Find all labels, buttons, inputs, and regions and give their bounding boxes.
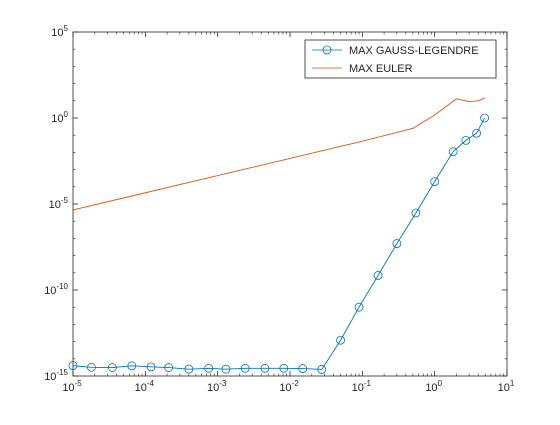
series-point-max-gauss-legendre bbox=[204, 363, 214, 373]
series-point-max-gauss-legendre bbox=[392, 239, 402, 248]
series-point-max-gauss-legendre bbox=[411, 208, 421, 218]
series-point-max-gauss-legendre bbox=[298, 364, 308, 373]
y-tick-label-exponent: -5 bbox=[61, 196, 69, 205]
series-point-max-gauss-legendre bbox=[354, 302, 364, 312]
y-tick-label: 10-5 bbox=[49, 196, 69, 211]
x-tick-label-base: 10 bbox=[425, 382, 437, 394]
series-lines bbox=[72, 97, 486, 370]
series-point-max-gauss-legendre bbox=[336, 335, 345, 345]
x-tick-label: 10-3 bbox=[207, 379, 227, 394]
plot-area bbox=[73, 32, 507, 376]
y-tick-label: 105 bbox=[51, 24, 68, 39]
series-point-max-gauss-legendre bbox=[373, 271, 383, 280]
y-tick-label-base: 10 bbox=[44, 371, 56, 383]
x-tick-label: 10-2 bbox=[279, 379, 299, 394]
x-tick-label-exponent: -2 bbox=[292, 379, 300, 388]
legend-box bbox=[304, 39, 497, 79]
x-tick-label: 101 bbox=[498, 379, 515, 394]
y-tick-label-base: 10 bbox=[49, 199, 61, 211]
series-point-max-gauss-legendre bbox=[448, 147, 458, 157]
x-tick-label-exponent: -3 bbox=[219, 379, 227, 388]
series-point-max-gauss-legendre bbox=[184, 364, 194, 374]
series-line-max-gauss-legendre bbox=[72, 117, 485, 370]
y-tick-label: 10-10 bbox=[44, 282, 68, 297]
y-tick-label-base: 10 bbox=[44, 285, 56, 297]
x-tick-label-base: 10 bbox=[62, 382, 74, 394]
series-point-max-gauss-legendre bbox=[240, 363, 250, 373]
x-tick-label-base: 10 bbox=[352, 382, 364, 394]
x-tick-label: 10-1 bbox=[352, 379, 372, 394]
x-tick-label-base: 10 bbox=[207, 382, 219, 394]
x-tick-label: 100 bbox=[425, 379, 442, 394]
y-tick-label: 10-15 bbox=[44, 368, 68, 383]
y-tick-label-exponent: -15 bbox=[56, 368, 68, 377]
y-tick-label-exponent: 5 bbox=[64, 24, 69, 33]
x-tick-labels: 10-5 10-4 10-3 10-2 10-1 100 101 bbox=[62, 379, 515, 394]
series-line-max-euler bbox=[72, 97, 486, 211]
x-tick-label: 10-4 bbox=[135, 379, 155, 394]
y-tick-label-base: 10 bbox=[51, 27, 63, 39]
minor-ticks bbox=[73, 32, 507, 376]
legend: MAX GAUSS-LEGENDRE MAX EULER bbox=[304, 39, 497, 79]
y-tick-label-exponent: 0 bbox=[64, 110, 69, 119]
x-tick-label-exponent: -1 bbox=[364, 379, 372, 388]
series-point-max-gauss-legendre bbox=[279, 363, 289, 373]
x-tick-label-exponent: 0 bbox=[438, 379, 443, 388]
series-point-max-gauss-legendre bbox=[480, 113, 489, 123]
x-tick-label-exponent: -4 bbox=[147, 379, 155, 388]
y-tick-label-exponent: -10 bbox=[56, 282, 68, 291]
series-point-max-gauss-legendre bbox=[430, 177, 440, 187]
axes-box bbox=[72, 31, 508, 377]
x-tick-label-base: 10 bbox=[135, 382, 147, 394]
y-tick-label: 100 bbox=[51, 110, 68, 125]
x-tick-label-exponent: 1 bbox=[510, 379, 515, 388]
x-tick-label-base: 10 bbox=[279, 382, 291, 394]
x-tick-label-base: 10 bbox=[498, 382, 510, 394]
series-point-max-gauss-legendre bbox=[260, 363, 270, 373]
series-point-max-gauss-legendre bbox=[472, 128, 482, 138]
series-point-max-gauss-legendre bbox=[164, 363, 174, 372]
x-tick-label-exponent: -5 bbox=[75, 379, 83, 388]
legend-marker-gauss-legendre bbox=[322, 45, 332, 55]
series-point-max-gauss-legendre bbox=[317, 365, 327, 374]
y-tick-label-base: 10 bbox=[51, 113, 63, 125]
series-point-max-gauss-legendre bbox=[146, 362, 156, 372]
series-point-max-gauss-legendre bbox=[107, 363, 117, 372]
x-tick-label: 10-5 bbox=[62, 379, 82, 394]
series-point-max-gauss-legendre bbox=[221, 364, 231, 374]
series-point-max-gauss-legendre bbox=[87, 362, 96, 372]
legend-label-euler: MAX EULER bbox=[349, 63, 413, 75]
legend-label-gauss-legendre: MAX GAUSS-LEGENDRE bbox=[349, 45, 479, 57]
series-point-max-gauss-legendre bbox=[127, 361, 137, 371]
series-point-max-gauss-legendre bbox=[461, 135, 471, 145]
